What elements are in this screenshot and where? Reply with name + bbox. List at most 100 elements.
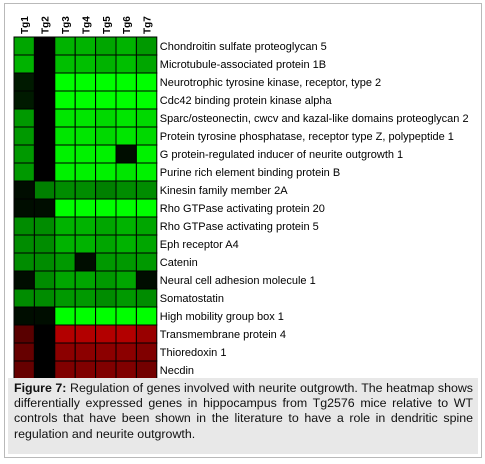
row-label: Catenin	[160, 257, 198, 269]
heatmap-cell	[54, 162, 76, 182]
column-label-tg4: Tg4	[81, 16, 92, 34]
row-label: Chondroitin sulfate proteoglycan 5	[160, 41, 327, 53]
heatmap-cell	[95, 198, 117, 218]
heatmap-cell	[95, 306, 117, 326]
heatmap-cell	[115, 162, 137, 182]
row-label: Transmembrane protein 4	[160, 329, 286, 341]
heatmap-cell	[74, 90, 97, 110]
heatmap-cell	[95, 252, 117, 272]
heatmap-cell	[74, 288, 97, 308]
heatmap-cell	[115, 216, 137, 236]
heatmap-cell	[74, 54, 97, 74]
caption-box	[8, 378, 478, 454]
row-label: Cdc42 binding protein kinase alpha	[160, 95, 333, 107]
heatmap-cell	[95, 54, 117, 74]
heatmap-cell	[54, 342, 76, 362]
heatmap-cell	[33, 108, 56, 128]
heatmap-cell	[54, 252, 76, 272]
heatmap-cell	[33, 288, 56, 308]
heatmap-cell	[74, 180, 97, 200]
heatmap-cell	[115, 72, 137, 92]
heatmap-cell	[135, 234, 158, 254]
heatmap: Tg1 Tg2 Tg3 Tg4 Tg5 Tg6 Tg7 Chondroitin sulfate…	[13, 16, 469, 380]
heatmap-cell	[115, 54, 137, 74]
heatmap-cell	[33, 90, 56, 110]
heatmap-cell	[13, 324, 35, 344]
heatmap-cell	[33, 180, 56, 200]
heatmap-cell	[74, 216, 97, 236]
heatmap-cell	[54, 54, 76, 74]
heatmap-cell	[54, 234, 76, 254]
heatmap-cell	[95, 288, 117, 308]
heatmap-cell	[95, 234, 117, 254]
heatmap-cell	[135, 360, 158, 380]
heatmap-cell	[95, 324, 117, 344]
row-label: Somatostatin	[160, 293, 224, 305]
heatmap-cell	[115, 252, 137, 272]
column-label-tg5: Tg5	[102, 16, 113, 34]
heatmap-cell	[54, 180, 76, 200]
heatmap-cell	[33, 234, 56, 254]
heatmap-cell	[135, 324, 158, 344]
heatmap-cell	[54, 270, 76, 290]
heatmap-cell	[13, 180, 35, 200]
figure-caption: Figure 7: Regulation of genes involved w…	[14, 381, 473, 442]
column-label-tg2: Tg2	[41, 16, 52, 34]
heatmap-cell	[74, 36, 97, 56]
heatmap-cell	[74, 270, 97, 290]
row-label: Neurotrophic tyrosine kinase, receptor, …	[160, 77, 381, 89]
heatmap-cell	[54, 360, 76, 380]
heatmap-cell	[13, 72, 35, 92]
column-label-tg7: Tg7	[143, 16, 154, 34]
heatmap-cell	[95, 72, 117, 92]
heatmap-cell	[74, 324, 97, 344]
heatmap-cell	[33, 144, 56, 164]
heatmap-cell	[74, 144, 97, 164]
heatmap-cell	[13, 162, 35, 182]
heatmap-cell	[135, 108, 158, 128]
heatmap-cell	[13, 252, 35, 272]
heatmap-cell	[95, 144, 117, 164]
heatmap-cell	[13, 288, 35, 308]
heatmap-cell	[95, 126, 117, 146]
row-label: Kinesin family member 2A	[160, 185, 288, 197]
heatmap-cell	[95, 360, 117, 380]
heatmap-cell	[13, 108, 35, 128]
heatmap-cell	[115, 234, 137, 254]
heatmap-cell	[33, 216, 56, 236]
heatmap-cell	[95, 342, 117, 362]
column-label-tg1: Tg1	[20, 16, 31, 34]
heatmap-cell	[33, 252, 56, 272]
heatmap-cell	[54, 324, 76, 344]
heatmap-cell	[33, 360, 56, 380]
heatmap-cell	[74, 198, 97, 218]
heatmap-cell	[74, 306, 97, 326]
heatmap-cell	[74, 360, 97, 380]
heatmap-cell	[115, 126, 137, 146]
caption-label: Figure 7:	[14, 381, 67, 395]
heatmap-cell	[115, 36, 137, 56]
heatmap-cell	[33, 162, 56, 182]
row-label: Necdin	[160, 365, 194, 377]
heatmap-cell	[13, 234, 35, 254]
heatmap-cell	[115, 306, 137, 326]
heatmap-cell	[135, 306, 158, 326]
heatmap-cell	[33, 306, 56, 326]
heatmap-cell	[135, 216, 158, 236]
row-label: Protein tyrosine phosphatase, receptor t…	[160, 131, 454, 143]
heatmap-cell	[13, 36, 35, 56]
column-label-tg3: Tg3	[61, 16, 72, 34]
heatmap-cell	[74, 108, 97, 128]
heatmap-cell	[115, 324, 137, 344]
heatmap-cell	[54, 288, 76, 308]
heatmap-cell	[115, 288, 137, 308]
heatmap-cell	[13, 216, 35, 236]
caption-text: Regulation of genes involved with neurit…	[14, 381, 473, 441]
heatmap-cell	[95, 108, 117, 128]
row-label: G protein-regulated inducer of neurite o…	[160, 149, 403, 161]
heatmap-cell	[135, 36, 158, 56]
row-label: Eph receptor A4	[160, 239, 239, 251]
heatmap-cell	[33, 270, 56, 290]
column-label-tg6: Tg6	[122, 16, 133, 34]
heatmap-cell	[54, 72, 76, 92]
